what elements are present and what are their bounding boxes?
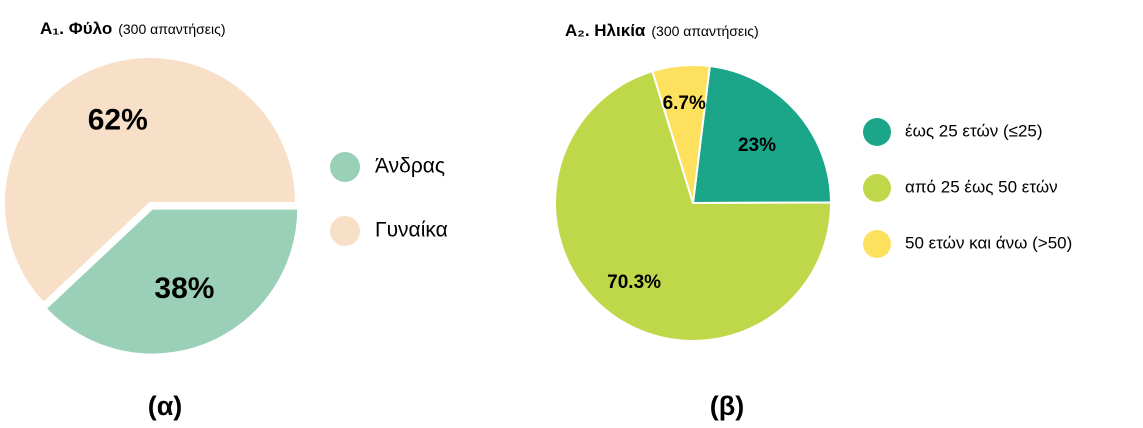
legend-swatch [863,230,891,258]
title-text: Α₁. Φύλο [40,19,112,38]
subtitle: (300 απαντήσεις) [118,21,225,37]
legend-swatch [330,152,360,182]
pie-chart: Α₁. Φύλο (300 απαντήσεις) (α) 38% 62% Άνδρας Γ… [3,19,448,421]
title-text: Α₂. Ηλικία [565,21,646,40]
caption: (α) [148,391,183,421]
legend-swatch [330,216,360,246]
pie-slice [691,64,833,205]
value-label: 62% [88,103,148,136]
legend-label: από 25 έως 50 ετών [905,177,1058,196]
pie-slice [3,56,298,305]
value-label: 38% [154,272,214,305]
legend-label: 50 ετών και άνω (>50) [905,233,1072,252]
pie-chart: Α₂. Ηλικία (300 απαντήσεις) (β) 23% 70.3% 6.7… [554,21,1072,421]
pie-slice [44,207,300,356]
pie-slice [651,64,711,204]
legend-label: έως 25 ετών (≤25) [905,121,1043,140]
legend-swatch [863,174,891,202]
chart-title: Α₂. Ηλικία (300 απαντήσεις) [565,21,759,40]
subtitle: (300 απαντήσεις) [651,23,758,39]
value-label: 6.7% [663,93,706,114]
chart-title: Α₁. Φύλο (300 απαντήσεις) [40,19,226,38]
value-label: 70.3% [607,272,661,293]
legend-swatch [863,118,891,146]
value-label: 23% [738,135,776,156]
caption: (β) [710,391,744,421]
legend-label: Γυναίκα [375,219,448,242]
pie-slice [554,69,832,342]
legend-label: Άνδρας [375,155,445,178]
